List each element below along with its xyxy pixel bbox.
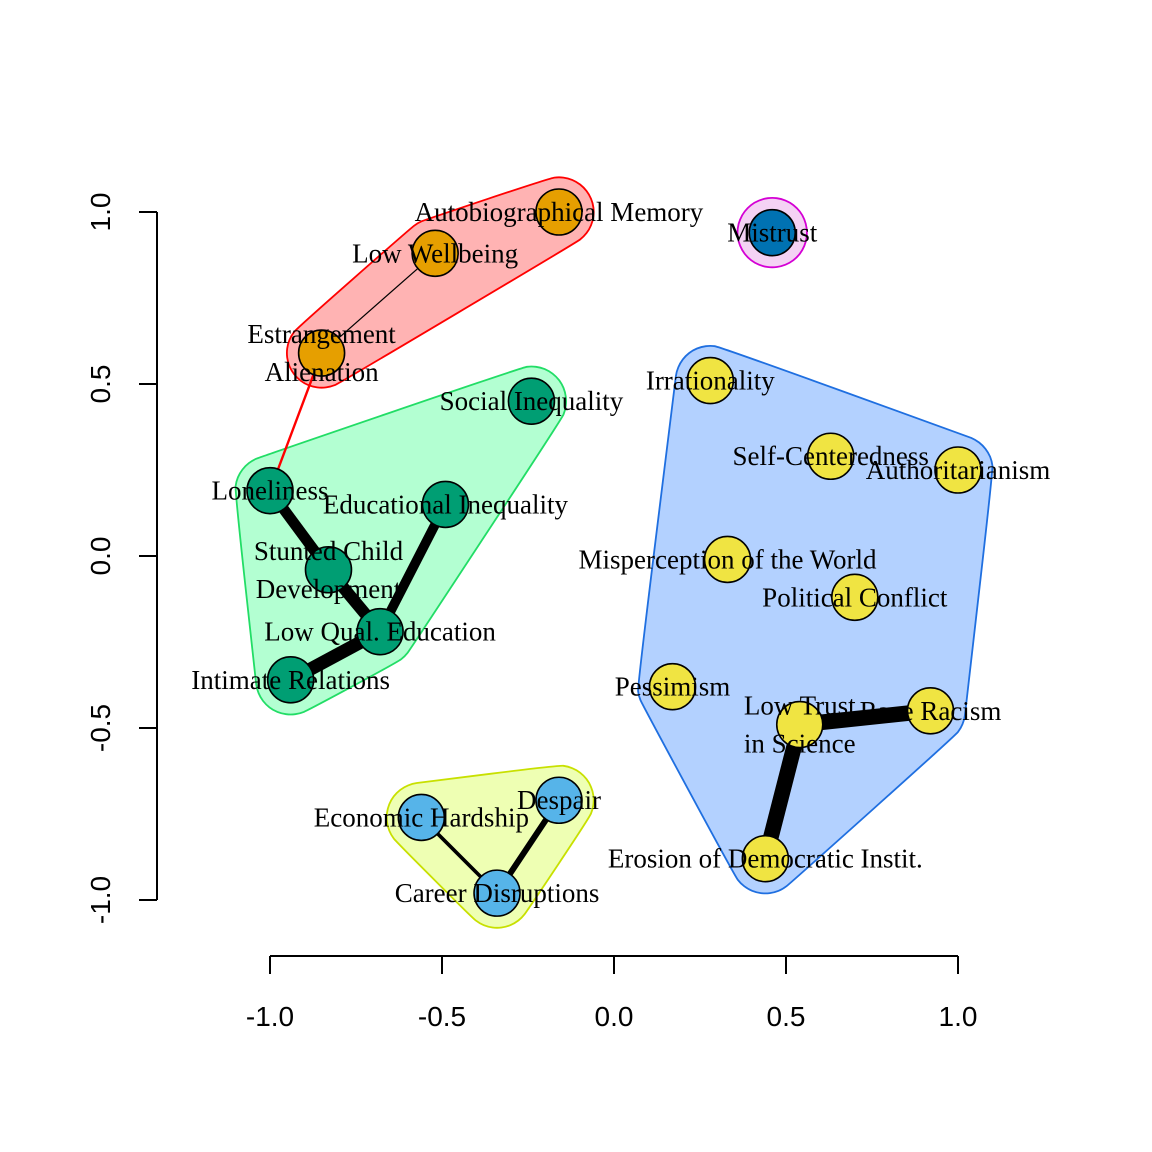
node-19 xyxy=(741,834,790,883)
node-21 xyxy=(397,793,446,842)
node-7 xyxy=(421,480,470,529)
edge-2 xyxy=(268,352,323,492)
node-label-1: Autobiographical Memory xyxy=(415,197,704,227)
node-label-line: Economic Hardship xyxy=(314,802,529,832)
y-tick-label: -0.5 xyxy=(85,704,116,752)
node-label-line: Development xyxy=(256,574,402,604)
node-label-line: Stunted Child xyxy=(254,536,404,566)
y-tick-label: 1.0 xyxy=(85,193,116,232)
node-label-line: Race Racism xyxy=(860,696,1002,726)
node-6 xyxy=(246,466,294,515)
cluster-hull-4 xyxy=(637,345,994,895)
node-label-line: Intimate Relations xyxy=(191,665,390,695)
node-label-4: Mistrust xyxy=(727,218,818,248)
node-label-7: Educational Inequality xyxy=(323,489,569,519)
edge-5 xyxy=(375,502,450,634)
node-label-5: Social Inequality xyxy=(440,386,624,416)
node-label-16: Pessimism xyxy=(615,672,731,702)
node-label-line: Alienation xyxy=(265,357,379,387)
node-label-line: in Science xyxy=(744,729,856,759)
node-label-19: Erosion of Democratic Instit. xyxy=(608,844,923,874)
x-tick-label: 1.0 xyxy=(939,1001,978,1032)
node-label-line: Estrangement xyxy=(247,319,396,349)
x-tick-label: -0.5 xyxy=(418,1001,466,1032)
node-13 xyxy=(934,446,982,494)
node-label-3: Estrangement Alienation xyxy=(247,319,396,387)
y-tick-label: 0.5 xyxy=(85,365,116,404)
node-label-10: Intimate Relations xyxy=(191,665,390,695)
nodes xyxy=(246,188,982,917)
node-label-14: Misperception of the World xyxy=(579,544,878,574)
node-16 xyxy=(648,662,697,711)
x-tick-label: 0.0 xyxy=(595,1001,634,1032)
y-axis: -1.0 -0.5 0.0 0.5 1.0 xyxy=(85,193,158,924)
node-label-6: Loneliness xyxy=(212,476,329,506)
node-label-line: Despair xyxy=(517,785,601,815)
node-label-17: Low Trust in Science xyxy=(744,691,856,759)
node-10 xyxy=(266,656,315,704)
node-8 xyxy=(304,545,353,594)
node-5 xyxy=(507,377,556,426)
node-label-line: Irrationality xyxy=(646,366,775,396)
node-15 xyxy=(830,573,879,622)
node-label-12: Self-Centeredness xyxy=(733,441,929,471)
x-axis: -1.0 -0.5 0.0 0.5 1.0 xyxy=(246,955,978,1032)
node-1 xyxy=(535,188,583,236)
node-label-line: Political Conflict xyxy=(762,582,948,612)
node-label-line: Misperception of the World xyxy=(579,544,878,574)
x-tick-label: 0.5 xyxy=(767,1001,806,1032)
y-tick-label: -1.0 xyxy=(85,876,116,924)
node-label-20: Despair xyxy=(517,785,601,815)
cluster-hull-3 xyxy=(234,365,567,716)
node-20 xyxy=(535,776,583,825)
node-label-line: Erosion of Democratic Instit. xyxy=(608,844,923,874)
cluster-hull-1 xyxy=(286,176,595,389)
node-label-13: Authoritarianism xyxy=(866,455,1050,485)
node-12 xyxy=(806,432,855,481)
node-2 xyxy=(411,229,459,278)
node-label-line: Career Disruptions xyxy=(395,878,600,908)
node-label-line: Self-Centeredness xyxy=(733,441,929,471)
node-label-9: Low Qual. Education xyxy=(264,617,496,647)
node-11 xyxy=(686,356,735,405)
node-9 xyxy=(356,607,404,656)
node-label-21: Economic Hardship xyxy=(314,802,529,832)
node-labels: Autobiographical Memory Low Wellbeing Estr… xyxy=(191,197,1050,908)
node-label-line: Low Qual. Education xyxy=(264,617,496,647)
node-3 xyxy=(297,329,346,377)
y-tick-label: 0.0 xyxy=(85,537,116,576)
node-label-line: Low Wellbeing xyxy=(352,238,518,268)
node-label-line: Pessimism xyxy=(615,672,731,702)
node-label-line: Social Inequality xyxy=(440,386,624,416)
node-label-8: Stunted Child Development xyxy=(254,536,404,604)
node-22 xyxy=(473,869,521,917)
node-label-2: Low Wellbeing xyxy=(352,238,518,268)
node-label-line: Autobiographical Memory xyxy=(415,197,704,227)
node-label-18: Race Racism xyxy=(860,696,1002,726)
node-17 xyxy=(775,700,824,749)
node-4 xyxy=(748,208,797,257)
node-label-line: Loneliness xyxy=(212,476,329,506)
edge-1 xyxy=(321,252,436,354)
node-label-22: Career Disruptions xyxy=(395,878,600,908)
node-label-line: Low Trust xyxy=(744,691,856,721)
x-tick-label: -1.0 xyxy=(246,1001,294,1032)
node-label-line: Educational Inequality xyxy=(323,489,569,519)
node-label-15: Political Conflict xyxy=(762,582,948,612)
node-label-line: Mistrust xyxy=(727,218,818,248)
axes: -1.0 -0.5 0.0 0.5 1.0 -1.0 -0.5 0.0 0.5 1.0 xyxy=(85,193,977,1032)
node-14 xyxy=(703,535,752,584)
node-label-11: Irrationality xyxy=(646,366,775,396)
node-18 xyxy=(906,686,955,735)
node-label-line: Authoritarianism xyxy=(866,455,1050,485)
